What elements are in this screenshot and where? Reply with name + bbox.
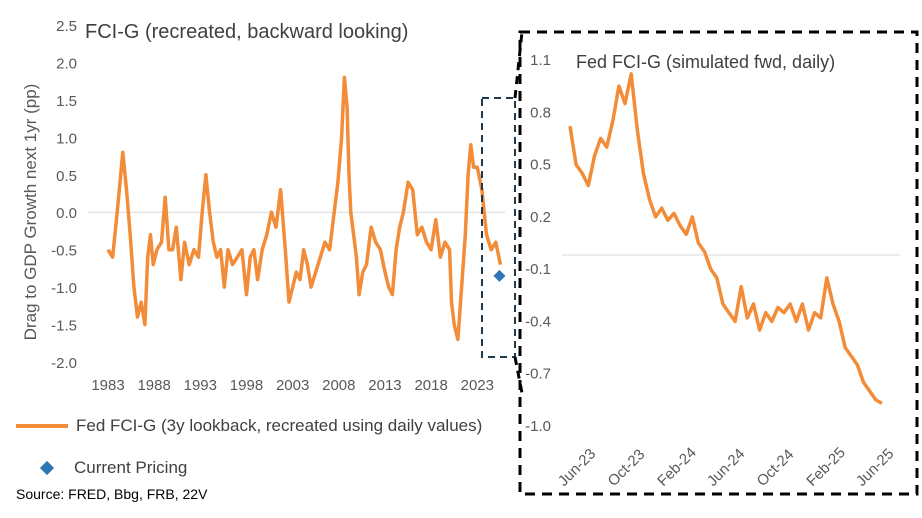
highlight-box-small [481,97,516,358]
left-x-tick-label: 2003 [276,377,309,394]
legend-marker-icon [39,460,55,476]
left-y-tick-label: 2.0 [56,55,77,72]
right-series-line [568,72,883,405]
left-y-tick-label: 0.5 [56,168,77,185]
left-x-tick-label: 2013 [368,377,401,394]
right-x-tick-label: Jun-24 [704,445,748,489]
left-y-tick-label: -1.5 [51,318,77,335]
left-y-tick-label: 1.0 [56,130,77,147]
left-x-tick-labels: 1983 1988 1993 1998 2003 2008 2013 2018 2023 [91,377,494,394]
right-x-tick-label: Feb-24 [654,444,700,490]
right-y-tick-label: 0.5 [530,157,551,174]
left-chart-title: FCI-G (recreated, backward looking) [85,21,408,43]
legend-marker-label: Current Pricing [74,458,188,477]
legend-marker: Current Pricing [16,458,187,478]
left-y-tick-labels: 2.5 2.0 1.5 1.0 0.5 0.0 -0.5 -1.0 -1.5 -2.0 [51,18,77,372]
legend-series-swatch [16,424,68,428]
left-x-tick-label: 2008 [322,377,355,394]
left-x-tick-label: 2018 [414,377,447,394]
left-chart: FCI-G (recreated, backward looking) Drag… [21,18,516,394]
current-pricing-marker [493,269,506,282]
left-x-tick-label: 1988 [137,377,170,394]
right-y-tick-label: -0.1 [525,261,551,278]
left-series-line [106,75,503,342]
left-x-tick-label: 1998 [230,377,263,394]
right-y-tick-label: 0.8 [530,104,551,121]
right-x-tick-label: Feb-25 [803,444,849,490]
left-y-tick-label: -1.0 [51,280,77,297]
right-y-tick-label: -0.4 [525,313,551,330]
right-x-tick-label: Jun-25 [853,445,897,489]
right-chart-title: Fed FCI-G (simulated fwd, daily) [576,52,835,72]
right-x-tick-label: Jun-23 [555,445,599,489]
right-chart: Fed FCI-G (simulated fwd, daily) 1.1 0.8 0… [518,30,919,496]
right-x-tick-labels: Jun-23 Oct-23 Feb-24 Jun-24 Oct-24 Feb-25 Jun-… [555,444,898,490]
left-x-tick-label: 2023 [461,377,494,394]
right-y-tick-label: -1.0 [525,418,551,435]
right-y-tick-label: -0.7 [525,366,551,383]
source-note: Source: FRED, Bbg, FRB, 22V [16,486,208,502]
right-x-tick-label: Oct-23 [604,446,648,490]
left-y-axis-label: Drag to GDP Growth next 1yr (pp) [21,84,40,341]
highlight-box-large [518,30,919,496]
left-x-tick-label: 1983 [91,377,124,394]
left-y-tick-label: 1.5 [56,93,77,110]
right-y-tick-label: 0.2 [530,209,551,226]
right-y-tick-labels: 1.1 0.8 0.5 0.2 -0.1 -0.4 -0.7 -1.0 [525,52,551,435]
left-y-tick-label: -2.0 [51,355,77,372]
left-y-tick-label: -0.5 [51,243,77,260]
right-y-tick-label: 1.1 [530,52,551,69]
legend-series-label: Fed FCI-G (3y lookback, recreated using … [76,416,483,435]
left-y-tick-label: 0.0 [56,205,77,222]
left-x-tick-label: 1993 [184,377,217,394]
left-y-tick-label: 2.5 [56,18,77,35]
right-x-tick-label: Oct-24 [754,446,798,490]
legend-series: Fed FCI-G (3y lookback, recreated using … [16,416,482,436]
